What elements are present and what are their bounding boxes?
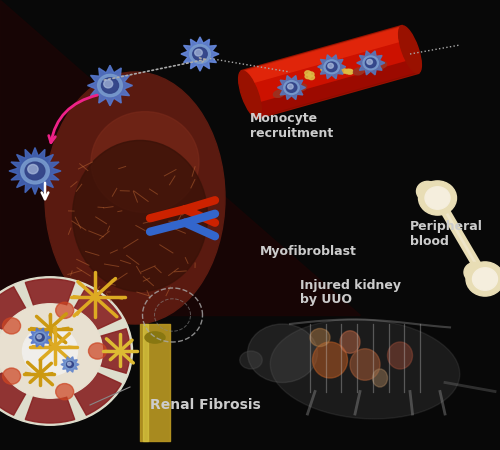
Wedge shape bbox=[26, 279, 74, 306]
Circle shape bbox=[190, 45, 210, 63]
Polygon shape bbox=[29, 328, 51, 347]
Circle shape bbox=[102, 78, 118, 93]
Polygon shape bbox=[61, 357, 79, 372]
Ellipse shape bbox=[322, 67, 328, 71]
Ellipse shape bbox=[340, 69, 346, 73]
Circle shape bbox=[37, 335, 42, 339]
Circle shape bbox=[367, 59, 372, 64]
Polygon shape bbox=[88, 65, 132, 106]
Polygon shape bbox=[318, 55, 345, 79]
Circle shape bbox=[425, 187, 450, 209]
Ellipse shape bbox=[91, 112, 199, 212]
Circle shape bbox=[25, 162, 45, 180]
Ellipse shape bbox=[274, 90, 284, 97]
Polygon shape bbox=[242, 26, 418, 118]
Polygon shape bbox=[9, 148, 61, 194]
Circle shape bbox=[324, 60, 340, 74]
Circle shape bbox=[56, 302, 74, 319]
Ellipse shape bbox=[398, 26, 421, 73]
Ellipse shape bbox=[308, 75, 314, 80]
Ellipse shape bbox=[145, 332, 165, 343]
Circle shape bbox=[34, 332, 46, 343]
Wedge shape bbox=[74, 373, 122, 415]
Ellipse shape bbox=[372, 369, 388, 387]
Circle shape bbox=[366, 58, 376, 68]
Ellipse shape bbox=[305, 74, 311, 79]
Circle shape bbox=[98, 74, 122, 97]
Circle shape bbox=[0, 304, 102, 398]
Wedge shape bbox=[0, 373, 26, 415]
Circle shape bbox=[363, 56, 378, 70]
Ellipse shape bbox=[312, 342, 348, 378]
Ellipse shape bbox=[344, 69, 350, 74]
Circle shape bbox=[20, 158, 50, 184]
Circle shape bbox=[288, 84, 293, 89]
Wedge shape bbox=[74, 287, 122, 329]
Circle shape bbox=[416, 181, 438, 201]
Circle shape bbox=[472, 268, 498, 290]
Circle shape bbox=[466, 262, 500, 296]
Ellipse shape bbox=[350, 349, 380, 380]
Ellipse shape bbox=[72, 140, 208, 292]
Wedge shape bbox=[26, 396, 74, 423]
Circle shape bbox=[464, 262, 486, 282]
Circle shape bbox=[65, 360, 75, 369]
Text: Monocyte
recruitment: Monocyte recruitment bbox=[250, 112, 333, 140]
Ellipse shape bbox=[354, 68, 364, 75]
Ellipse shape bbox=[45, 72, 225, 324]
Ellipse shape bbox=[376, 62, 386, 68]
Ellipse shape bbox=[388, 342, 412, 369]
Ellipse shape bbox=[347, 70, 353, 74]
Ellipse shape bbox=[346, 69, 352, 74]
Circle shape bbox=[88, 343, 106, 359]
Circle shape bbox=[0, 277, 132, 425]
Wedge shape bbox=[0, 287, 26, 329]
Ellipse shape bbox=[238, 71, 262, 118]
Circle shape bbox=[28, 164, 38, 174]
Circle shape bbox=[326, 62, 337, 72]
Circle shape bbox=[2, 318, 21, 334]
Ellipse shape bbox=[240, 351, 262, 369]
Circle shape bbox=[284, 81, 299, 94]
Wedge shape bbox=[100, 329, 130, 373]
Circle shape bbox=[22, 326, 78, 376]
Text: Myofibroblast: Myofibroblast bbox=[260, 246, 357, 258]
Ellipse shape bbox=[305, 71, 311, 75]
Ellipse shape bbox=[321, 66, 327, 71]
Circle shape bbox=[328, 63, 334, 68]
Ellipse shape bbox=[310, 328, 330, 346]
Text: Peripheral
blood: Peripheral blood bbox=[410, 220, 483, 248]
Circle shape bbox=[2, 368, 21, 384]
Ellipse shape bbox=[270, 319, 460, 419]
Ellipse shape bbox=[321, 67, 327, 72]
Polygon shape bbox=[278, 76, 305, 99]
Ellipse shape bbox=[322, 65, 328, 70]
Polygon shape bbox=[356, 51, 384, 75]
Circle shape bbox=[56, 383, 74, 400]
Polygon shape bbox=[242, 26, 406, 85]
Polygon shape bbox=[0, 0, 360, 315]
Circle shape bbox=[68, 362, 71, 365]
Circle shape bbox=[104, 80, 112, 88]
Text: Injured kidney
by UUO: Injured kidney by UUO bbox=[300, 279, 401, 306]
Text: Renal Fibrosis: Renal Fibrosis bbox=[150, 398, 261, 412]
Ellipse shape bbox=[308, 72, 314, 76]
Ellipse shape bbox=[296, 84, 306, 91]
Circle shape bbox=[66, 361, 73, 368]
Circle shape bbox=[418, 181, 457, 215]
Polygon shape bbox=[181, 37, 219, 71]
Circle shape bbox=[36, 334, 44, 341]
Ellipse shape bbox=[340, 331, 360, 353]
Circle shape bbox=[194, 49, 202, 56]
Circle shape bbox=[193, 48, 207, 60]
Circle shape bbox=[286, 83, 297, 92]
Ellipse shape bbox=[248, 324, 318, 382]
Polygon shape bbox=[254, 59, 418, 118]
